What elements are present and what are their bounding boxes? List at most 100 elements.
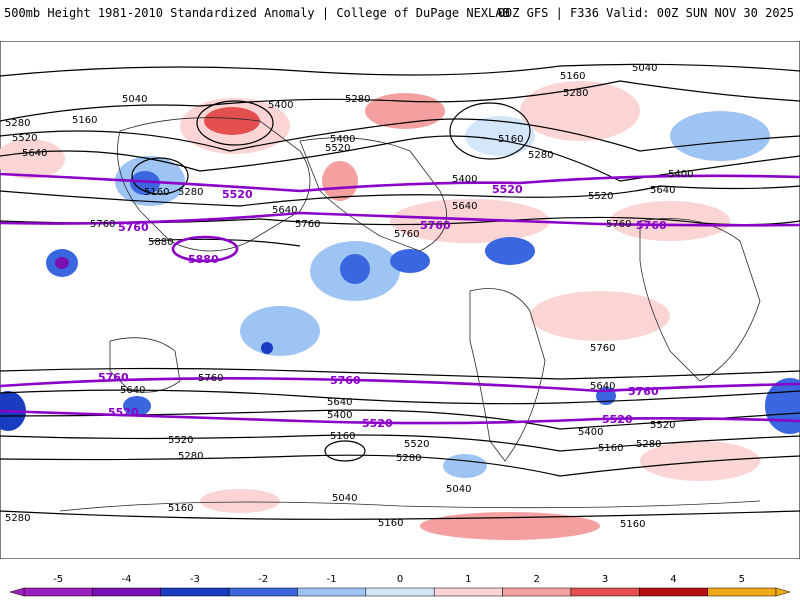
label-5040: 5040 <box>446 484 471 495</box>
colorbar-tick-label: -3 <box>190 574 200 585</box>
label-5400: 5400 <box>668 169 693 180</box>
colorbar-swatch <box>228 587 298 597</box>
purple-label-5760: 5760 <box>330 374 361 387</box>
colorbar-swatch <box>639 587 708 597</box>
colorbar-tick-label: -5 <box>53 574 63 585</box>
colorbar-low-arrow <box>9 587 25 597</box>
negative-anomaly-region <box>670 111 770 161</box>
black-contour-labels: 5040 5040 5160 5160 5160 5160 5280 5280 … <box>5 63 693 530</box>
label-5280: 5280 <box>396 453 421 464</box>
colorbar-tick-labels: -5 -4 -3 -2 -1 0 1 2 3 4 5 <box>53 574 745 585</box>
australia-coastline <box>109 337 181 393</box>
label-5760: 5760 <box>198 373 223 384</box>
negative-anomaly-core <box>485 237 535 265</box>
label-5640: 5640 <box>22 148 47 159</box>
label-5640: 5640 <box>590 381 615 392</box>
purple-label-5520: 5520 <box>362 417 393 430</box>
positive-anomaly-region <box>640 441 760 481</box>
contour-5400-north <box>0 135 800 182</box>
label-5400: 5400 <box>578 427 603 438</box>
label-5160: 5160 <box>378 518 403 529</box>
label-5280: 5280 <box>5 118 30 129</box>
colorbar-swatch <box>570 587 640 597</box>
negative-anomaly-core <box>130 171 160 195</box>
label-5400: 5400 <box>452 174 477 185</box>
label-5760: 5760 <box>590 343 615 354</box>
label-5160: 5160 <box>560 71 585 82</box>
label-5040: 5040 <box>122 94 147 105</box>
colorbar-swatches <box>9 587 791 597</box>
label-5400: 5400 <box>330 134 355 145</box>
label-5640: 5640 <box>650 185 675 196</box>
negative-anomaly-core <box>390 249 430 273</box>
purple-label-5520: 5520 <box>602 413 633 426</box>
negative-anomaly-peak <box>55 257 69 269</box>
label-5280: 5280 <box>345 94 370 105</box>
purple-label-5760: 5760 <box>98 371 129 384</box>
colorbar-tick-label: -4 <box>122 574 132 585</box>
contour-5160-antarctic <box>0 510 800 520</box>
contour-5040-south <box>0 454 800 477</box>
colorbar-swatch <box>433 587 503 597</box>
climatology-contours <box>0 172 800 425</box>
purple-contour-5760-north <box>0 211 800 227</box>
label-5160: 5160 <box>620 519 645 530</box>
label-5520: 5520 <box>325 143 350 154</box>
label-5640: 5640 <box>327 397 352 408</box>
colorbar-swatch <box>365 587 435 597</box>
colorbar-swatch <box>707 587 777 597</box>
model-run-info: 00Z GFS | F336 Valid: 00Z SUN NOV 30 202… <box>497 6 794 20</box>
label-5520: 5520 <box>12 133 37 144</box>
colorbar-swatch <box>502 587 572 597</box>
purple-label-5760: 5760 <box>628 385 659 398</box>
purple-label-5760: 5760 <box>420 219 451 232</box>
contour-5160-north <box>0 80 800 122</box>
label-5160: 5160 <box>330 431 355 442</box>
label-5400: 5400 <box>268 100 293 111</box>
label-5760: 5760 <box>394 229 419 240</box>
label-5520: 5520 <box>168 435 193 446</box>
height-contours <box>0 63 800 520</box>
label-5520: 5520 <box>404 439 429 450</box>
positive-anomaly-core <box>204 107 260 135</box>
positive-anomaly-region <box>200 489 280 513</box>
label-5640: 5640 <box>452 201 477 212</box>
label-5040: 5040 <box>632 63 657 74</box>
label-5280: 5280 <box>563 88 588 99</box>
colorbar-swatch <box>92 587 161 597</box>
label-5280: 5280 <box>528 150 553 161</box>
purple-contour-5880-closed <box>171 235 239 263</box>
label-5640: 5640 <box>272 205 297 216</box>
label-5160: 5160 <box>144 187 169 198</box>
negative-anomaly-region <box>465 116 535 156</box>
purple-contour-5520-north <box>0 172 800 193</box>
positive-anomaly-region <box>420 512 600 540</box>
label-5760: 5760 <box>295 219 320 230</box>
purple-contour-labels: 5520 5520 5760 5760 5760 5880 5760 5760 … <box>98 183 667 430</box>
purple-contour-5520-south <box>0 409 800 425</box>
map-title: 500mb Height 1981-2010 Standardized Anom… <box>4 6 510 20</box>
label-5280: 5280 <box>178 451 203 462</box>
contour-5280-north <box>0 118 800 152</box>
label-5520: 5520 <box>650 420 675 431</box>
contour-5040-north <box>0 63 800 77</box>
purple-label-5760: 5760 <box>636 219 667 232</box>
header-bar: 500mb Height 1981-2010 Standardized Anom… <box>0 0 800 30</box>
negative-anomaly-region <box>443 454 487 478</box>
label-5760: 5760 <box>606 219 631 230</box>
contour-5160-south <box>0 434 800 452</box>
colorbar-tick-label: -2 <box>258 574 268 585</box>
colorbar-tick-label: 0 <box>397 574 403 585</box>
label-5160: 5160 <box>168 503 193 514</box>
colorbar-swatch <box>297 587 367 597</box>
colorbar: -5 -4 -3 -2 -1 0 1 2 3 4 5 <box>9 574 791 597</box>
colorbar-high-arrow <box>775 587 791 597</box>
negative-anomaly-region <box>240 306 320 356</box>
positive-anomaly-region <box>390 199 550 243</box>
colorbar-swatch <box>23 587 93 597</box>
label-5280: 5280 <box>5 513 30 524</box>
contour-5640-south <box>0 389 800 405</box>
label-5160: 5160 <box>498 134 523 145</box>
colorbar-tick-label: 2 <box>534 574 540 585</box>
purple-label-5880: 5880 <box>188 253 219 266</box>
